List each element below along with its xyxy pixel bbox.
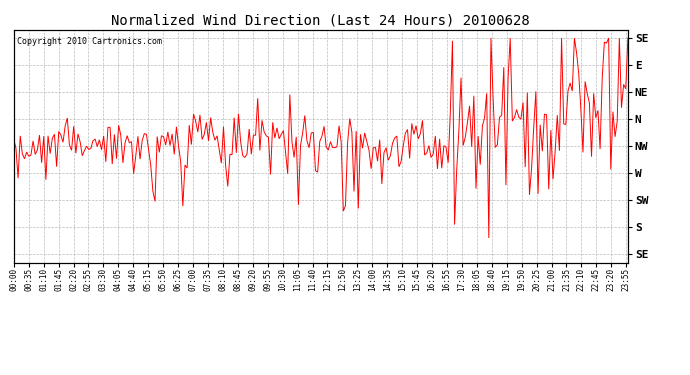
Title: Normalized Wind Direction (Last 24 Hours) 20100628: Normalized Wind Direction (Last 24 Hours… [112, 13, 530, 27]
Text: Copyright 2010 Cartronics.com: Copyright 2010 Cartronics.com [17, 37, 162, 46]
